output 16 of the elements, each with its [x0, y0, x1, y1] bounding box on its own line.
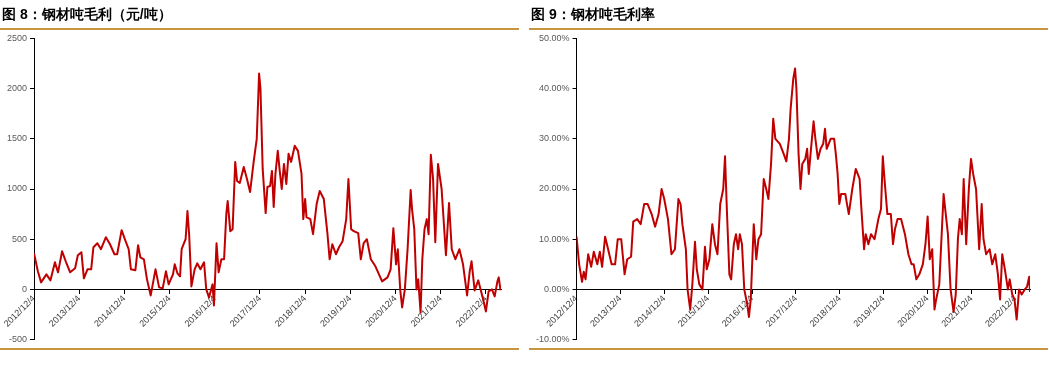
y-tick-label: 40.00%: [538, 83, 570, 94]
y-tick-label: 0: [22, 283, 28, 294]
y-tick-label: -10.00%: [535, 334, 570, 345]
y-tick-label: 30.00%: [538, 133, 570, 144]
y-tick-label: 2500: [6, 32, 28, 43]
chart-title: 图 9：钢材吨毛利率: [530, 5, 656, 24]
y-tick-label: 500: [11, 233, 28, 244]
y-tick-label: 50.00%: [538, 32, 570, 43]
y-tick-label: 2000: [6, 83, 28, 94]
y-tick-label: -500: [9, 334, 28, 345]
y-tick-label: 20.00%: [538, 183, 570, 194]
y-tick-label: 0.00%: [543, 283, 570, 294]
y-tick-label: 1500: [6, 133, 28, 144]
chart-title: 图 8：钢材吨毛利（元/吨）: [1, 5, 173, 24]
y-tick-label: 10.00%: [538, 233, 570, 244]
y-tick-label: 1000: [6, 183, 28, 194]
